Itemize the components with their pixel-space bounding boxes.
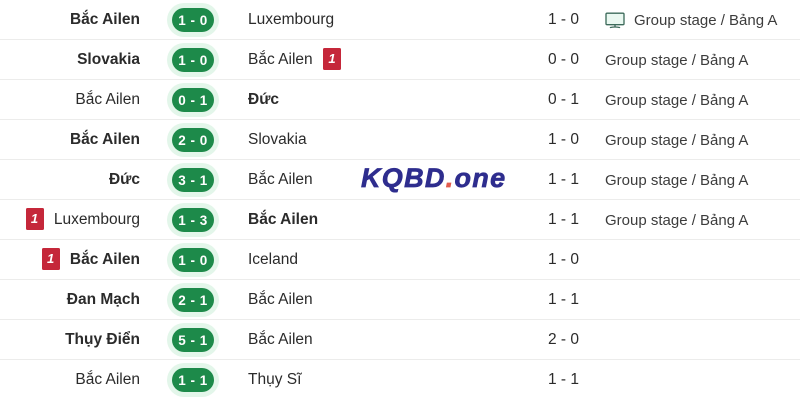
svg-text:KQBD.one: KQBD.one — [361, 163, 506, 193]
